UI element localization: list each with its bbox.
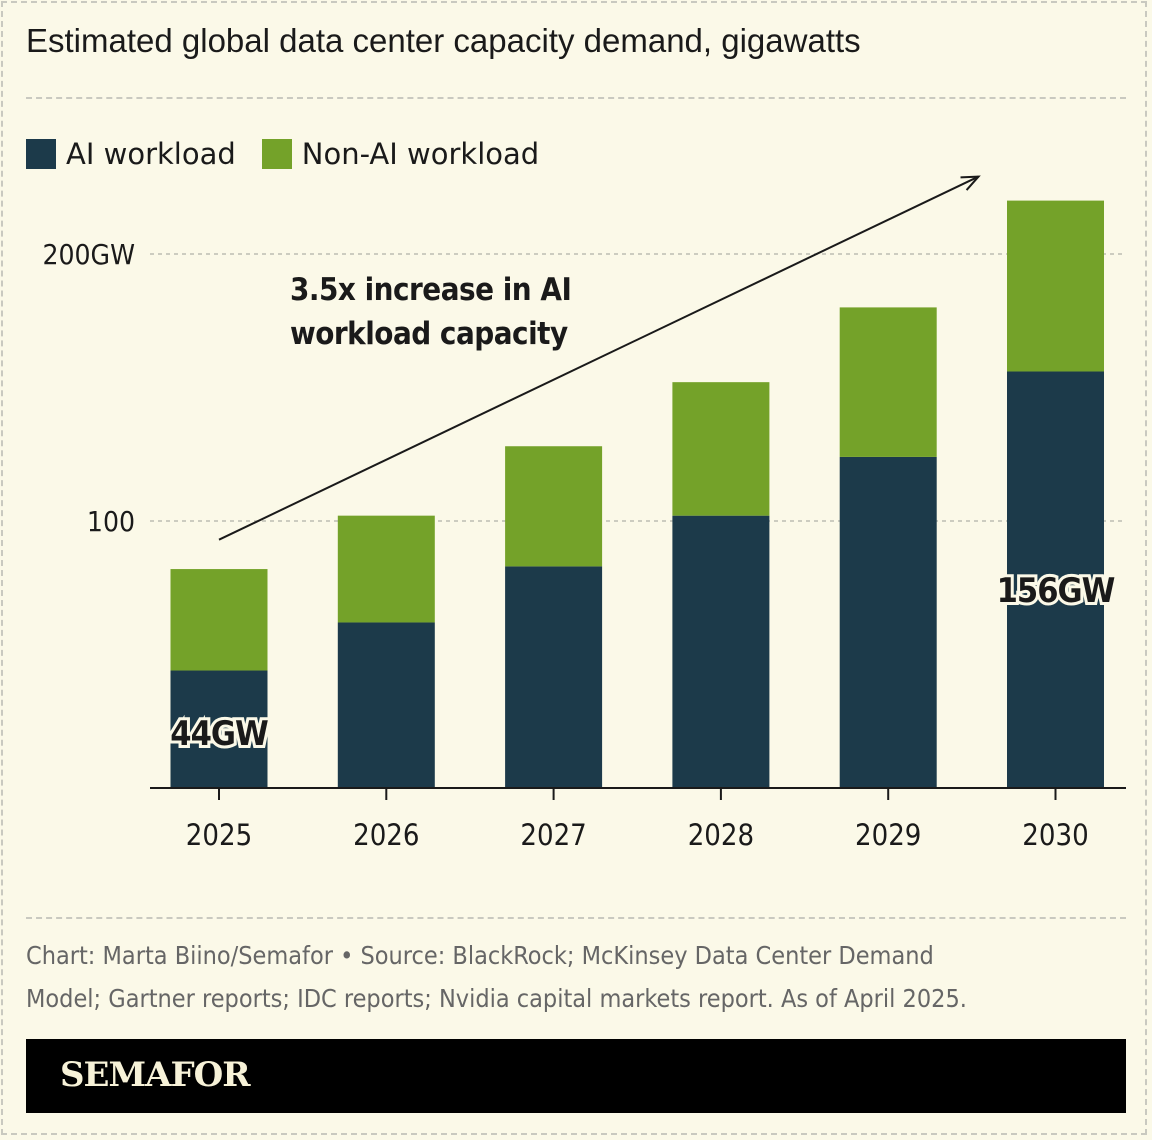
chart-title: Estimated global data center capacity de… [26,22,861,59]
x-tick-label: 2027 [520,818,586,852]
brand-banner: SEMAFOR [26,1039,1126,1113]
bar-non-ai-workload-2027 [505,446,603,567]
y-tick-label: 200GW [42,238,135,271]
legend-label: AI workload [66,137,236,171]
source-note: Chart: Marta Biino/Semafor • Source: Bla… [26,934,1136,1020]
legend-item-ai: AI workload [26,137,236,171]
bar-ai-workload-2029 [839,456,937,788]
data-label-2030: 156GW [997,571,1115,611]
trend-arrow [218,175,979,541]
bar-ai-workload-2026 [337,622,435,788]
x-tick-label: 2025 [186,818,252,852]
bar-ai-workload-2030 [1007,371,1104,788]
bar-ai-workload-2025 [170,670,268,788]
legend-swatch-non-ai [261,139,292,169]
annotation-text: workload capacity [290,316,568,352]
semafor-logo: SEMAFOR [60,1055,250,1095]
bar-non-ai-workload-2025 [170,569,268,671]
x-tick-label: 2028 [688,818,754,852]
bar-non-ai-workload-2030 [1007,200,1104,372]
legend-item-non-ai: Non-AI workload [261,137,540,171]
y-tick-label: 100 [87,505,135,538]
legend: AI workload Non-AI workload [26,137,565,171]
bar-non-ai-workload-2028 [672,382,770,516]
bar-ai-workload-2027 [505,566,603,788]
annotation-text: 3.5x increase in AI [290,272,571,308]
x-tick-label: 2030 [1022,818,1088,852]
bar-ai-workload-2028 [672,515,770,788]
data-label-2025: 44GW [170,714,268,754]
x-tick-label: 2029 [855,818,921,852]
arrowhead-icon [960,175,981,191]
divider [26,97,1126,99]
source-line: Model; Gartner reports; IDC reports; Nvi… [26,984,967,1013]
bar-chart: 100 200GW 2025 2026 2027 2028 2029 2030 44GW 156G… [42,175,1126,852]
divider [26,917,1126,919]
legend-swatch-ai [26,139,56,169]
bar-non-ai-workload-2026 [337,515,435,623]
x-tick-label: 2026 [353,818,419,852]
source-line: Chart: Marta Biino/Semafor • Source: Bla… [26,941,934,970]
legend-label: Non-AI workload [301,137,540,171]
bar-non-ai-workload-2029 [839,307,937,457]
